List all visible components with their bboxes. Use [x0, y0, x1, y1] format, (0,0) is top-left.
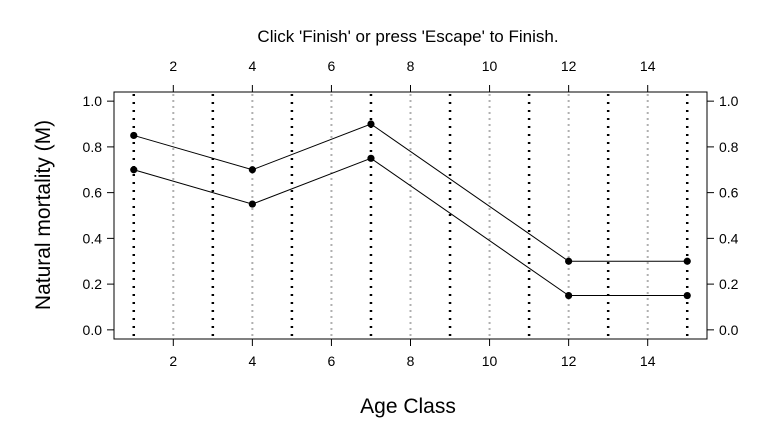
data-series[interactable]: [130, 120, 691, 300]
x-tick-label-top: 14: [640, 58, 656, 74]
x-tick-label-top: 10: [482, 58, 498, 74]
x-tick-label-bottom: 12: [561, 353, 577, 369]
finish-instruction: Click 'Finish' or press 'Escape' to Fini…: [257, 27, 558, 46]
x-tick-label-top: 8: [407, 58, 415, 74]
x-tick-label-bottom: 4: [248, 353, 256, 369]
y-tick-label-right: 0.2: [719, 276, 739, 292]
data-point[interactable]: [130, 166, 138, 174]
x-tick-label-top: 12: [561, 58, 577, 74]
x-tick-label-bottom: 6: [328, 353, 336, 369]
y-tick-label-left: 0.2: [83, 276, 103, 292]
axes: 2 2 4 4 6 6 8 8 10 10 12 12 14 14 0.0 0.0 0.2 0.2 0.4 0.4 0.…: [83, 58, 739, 369]
y-tick-label-right: 0.0: [719, 322, 739, 338]
y-tick-label-left: 0.6: [83, 185, 103, 201]
data-point[interactable]: [367, 154, 375, 162]
y-tick-label-right: 0.8: [719, 139, 739, 155]
y-tick-label-left: 0.8: [83, 139, 103, 155]
y-tick-label-left: 0.0: [83, 322, 103, 338]
x-tick-label-bottom: 10: [482, 353, 498, 369]
x-tick-label-top: 6: [328, 58, 336, 74]
y-tick-label-left: 1.0: [83, 93, 103, 109]
x-tick-label-top: 4: [248, 58, 256, 74]
y-tick-label-right: 0.6: [719, 185, 739, 201]
x-tick-label-bottom: 8: [407, 353, 415, 369]
data-point[interactable]: [130, 131, 138, 140]
x-axis-label: Age Class: [360, 395, 456, 418]
data-point[interactable]: [565, 257, 573, 265]
data-point[interactable]: [367, 120, 375, 128]
data-point[interactable]: [248, 166, 256, 174]
y-axis-label: Natural mortality (M): [32, 120, 55, 310]
y-tick-label-right: 1.0: [719, 93, 739, 109]
x-tick-label-bottom: 2: [169, 353, 177, 369]
data-point[interactable]: [683, 291, 691, 300]
series-line-1[interactable]: [133, 123, 688, 262]
data-point[interactable]: [565, 291, 573, 300]
x-tick-label-top: 2: [169, 58, 177, 74]
gridlines: [132, 94, 689, 337]
y-tick-label-right: 0.4: [719, 230, 739, 246]
data-point[interactable]: [248, 200, 256, 208]
y-tick-label-left: 0.4: [83, 230, 103, 246]
data-point[interactable]: [683, 257, 691, 265]
x-tick-label-bottom: 14: [640, 353, 656, 369]
